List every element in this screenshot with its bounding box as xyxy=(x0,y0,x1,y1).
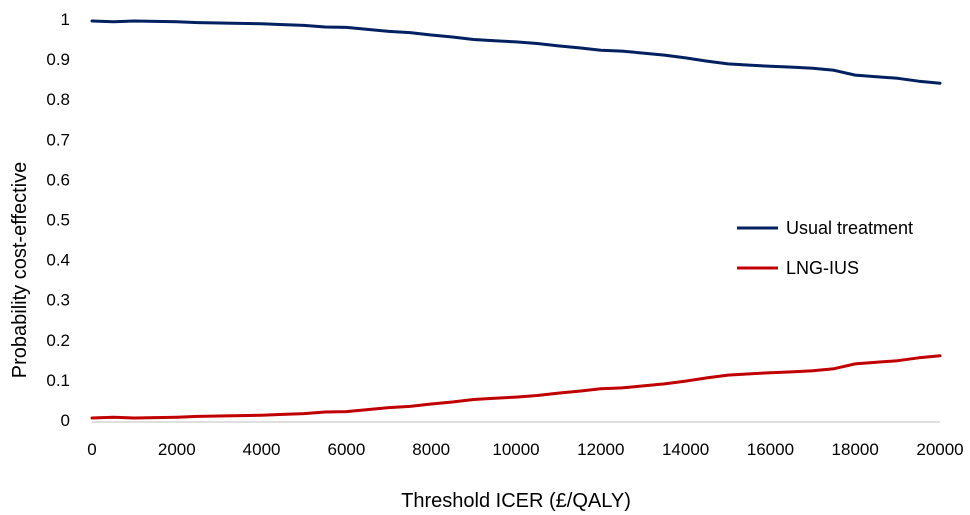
x-axis-title: Threshold ICER (£/QALY) xyxy=(401,490,631,512)
y-tick-label: 0.8 xyxy=(46,90,70,109)
x-tick-label: 10000 xyxy=(492,440,539,459)
x-tick-label: 4000 xyxy=(243,440,281,459)
x-tick-label: 8000 xyxy=(412,440,450,459)
y-axis-tick-labels: 0 0.1 0.2 0.3 0.4 0.5 0.6 0.7 0.8 0.9 1 xyxy=(46,10,70,430)
series-lines xyxy=(90,19,942,420)
legend-label: LNG-IUS xyxy=(786,258,859,278)
x-tick-label: 20000 xyxy=(916,440,963,459)
y-tick-label: 0 xyxy=(61,411,70,430)
y-tick-label: 0.5 xyxy=(46,211,70,230)
x-tick-label: 16000 xyxy=(747,440,794,459)
x-axis-tick-labels: 0 2000 4000 6000 8000 10000 12000 14000 16000 180… xyxy=(87,440,963,459)
series-line-1 xyxy=(90,354,942,420)
x-tick-label: 18000 xyxy=(832,440,879,459)
legend-label: Usual treatment xyxy=(786,218,913,238)
legend: Usual treatment LNG-IUS xyxy=(737,218,913,278)
y-axis-title: Probability cost-effective xyxy=(9,162,31,378)
y-tick-label: 0.2 xyxy=(46,331,70,350)
y-tick-label: 0.3 xyxy=(46,291,70,310)
y-tick-label: 1 xyxy=(61,10,70,29)
x-tick-label: 12000 xyxy=(577,440,624,459)
series-line-0 xyxy=(90,19,942,85)
x-tick-label: 6000 xyxy=(327,440,365,459)
y-tick-label: 0.1 xyxy=(46,371,70,390)
x-tick-label: 14000 xyxy=(662,440,709,459)
y-tick-label: 0.7 xyxy=(46,130,70,149)
y-tick-label: 0.6 xyxy=(46,170,70,189)
y-tick-label: 0.9 xyxy=(46,50,70,69)
x-tick-label: 0 xyxy=(87,440,96,459)
x-tick-label: 2000 xyxy=(158,440,196,459)
y-tick-label: 0.4 xyxy=(46,251,70,270)
